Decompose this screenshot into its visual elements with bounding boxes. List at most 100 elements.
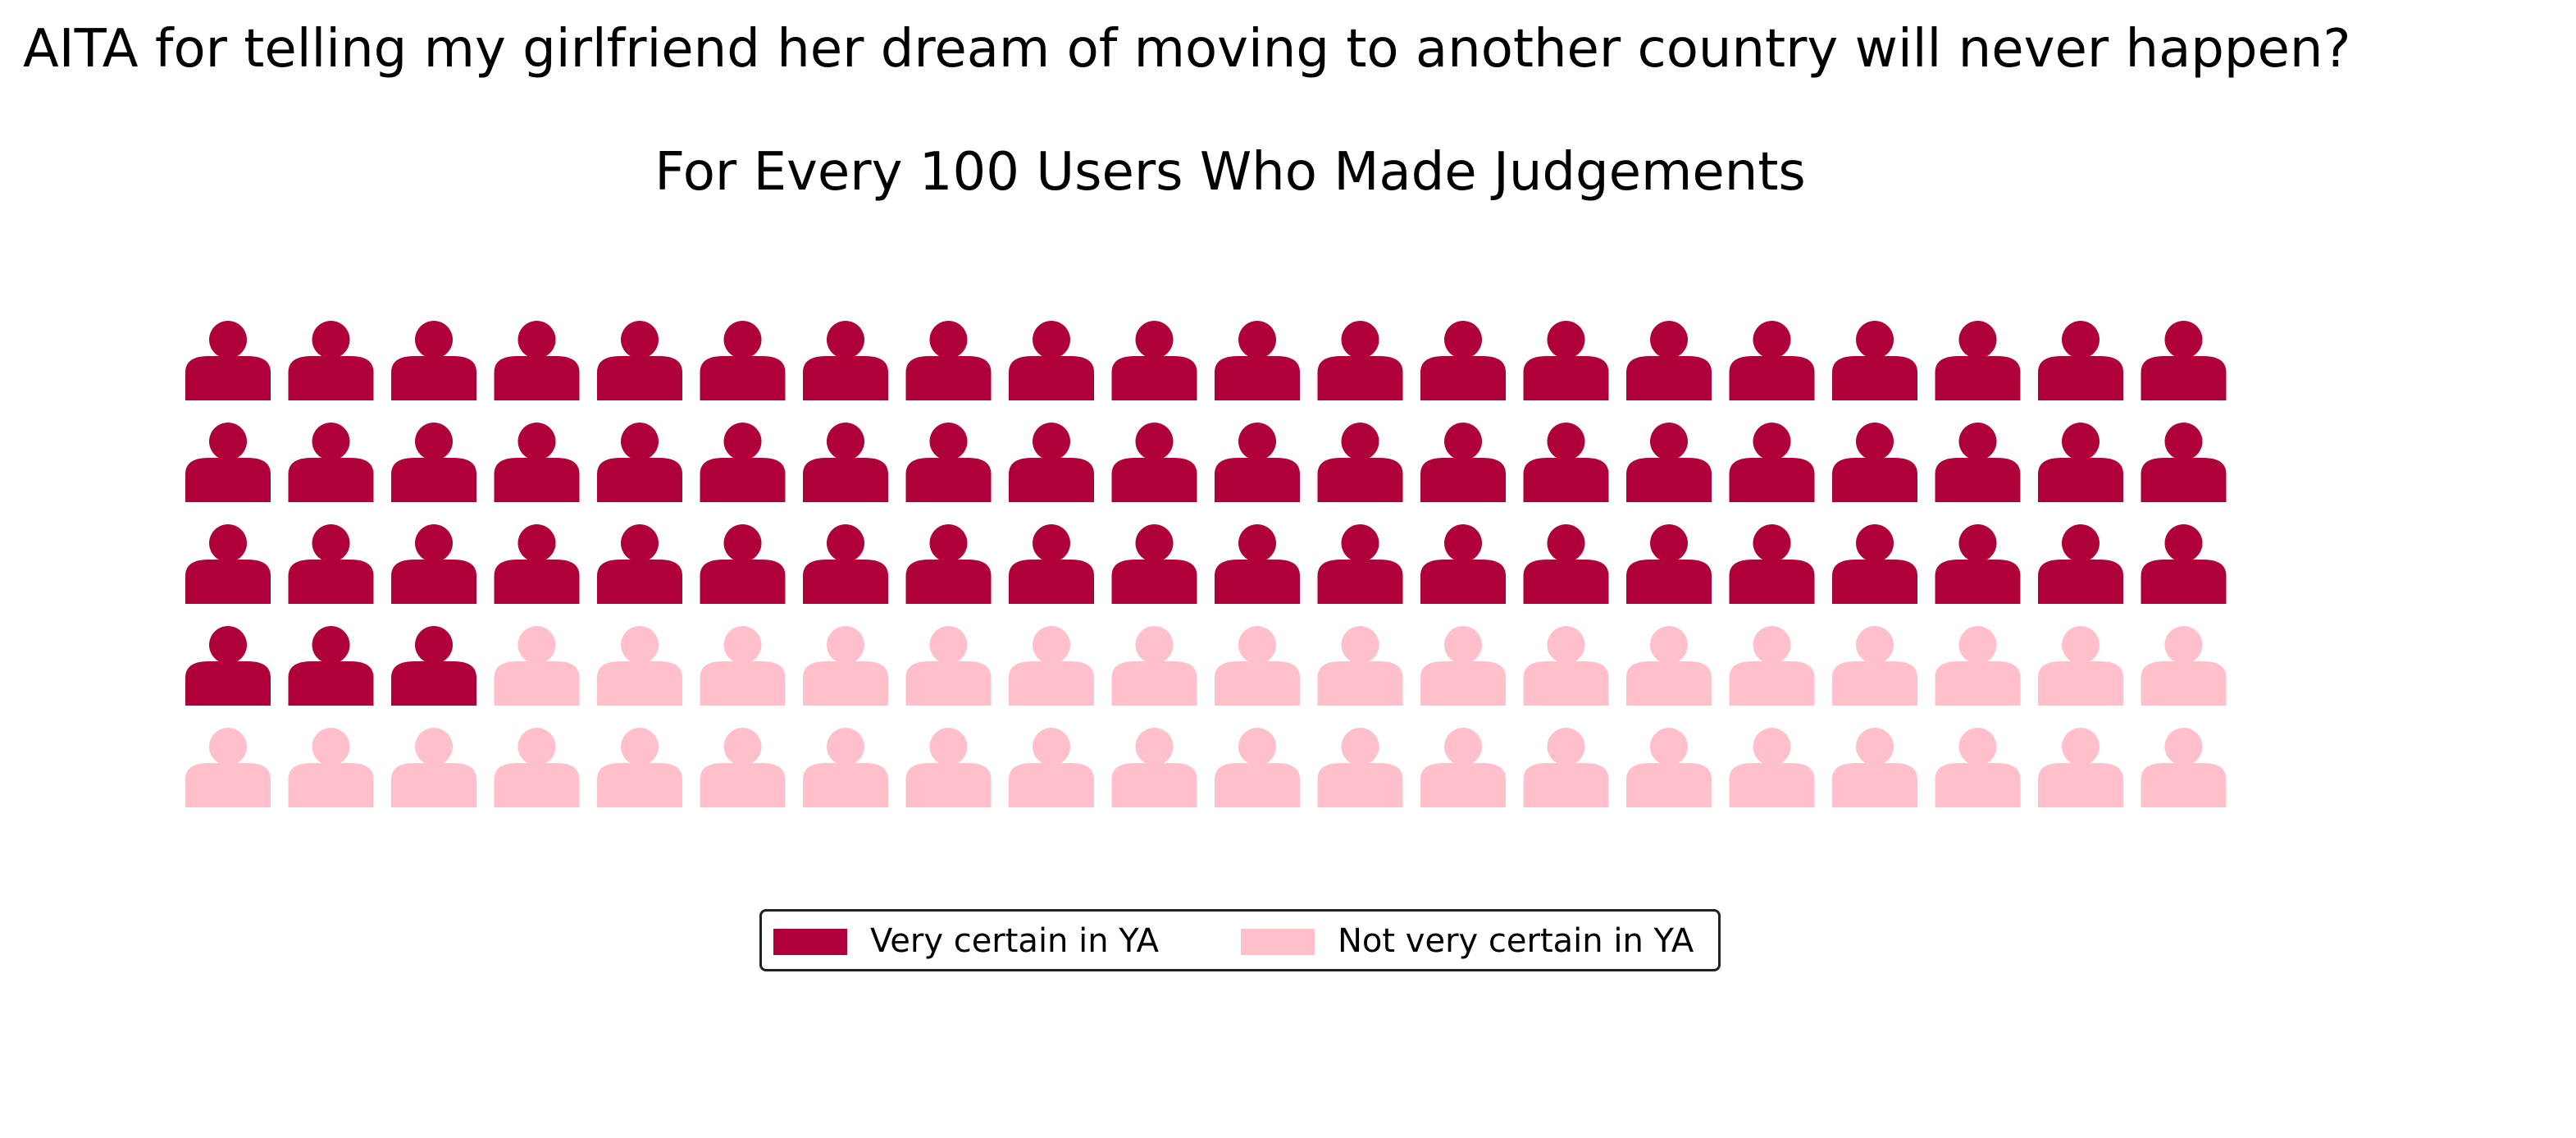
person-icon [1935,524,2021,604]
person-icon [494,524,580,604]
figure-title: AITA for telling my girlfriend her dream… [23,19,2351,80]
person-icon [1935,626,2021,706]
person-icon [2141,524,2227,604]
person-icon [1832,728,1917,807]
person-icon [1111,321,1197,400]
person-icon [185,423,271,502]
person-icon [1729,524,1815,604]
person-icon [1832,423,1917,502]
person-icon [700,626,786,706]
person-icon [2038,524,2123,604]
person-icon [185,321,271,400]
person-icon [2141,728,2227,807]
person-icon [1729,626,1815,706]
person-icon [288,321,374,400]
person-icon [494,626,580,706]
person-icon [1317,728,1403,807]
person-icon [391,423,476,502]
person-icon [1215,626,1300,706]
person-icon [1111,728,1197,807]
person-icon [1729,423,1815,502]
person-icon [803,321,888,400]
person-icon [1111,626,1197,706]
person-icon [1626,321,1712,400]
person-icon [391,728,476,807]
person-icon [1420,321,1506,400]
person-icon [185,524,271,604]
person-icon [1420,423,1506,502]
person-icon [597,728,682,807]
person-icon [1317,626,1403,706]
person-icon [1626,423,1712,502]
person-icon [1420,524,1506,604]
person-icon [1317,321,1403,400]
person-icon [1420,626,1506,706]
person-icon [1215,524,1300,604]
person-icon [1523,626,1609,706]
person-icon [905,321,992,400]
person-icon [1317,524,1403,604]
person-icon [391,321,476,400]
person-icon [1009,423,1094,502]
person-icon [1832,321,1917,400]
person-icon [700,321,786,400]
legend-swatch-not-very-certain [1241,929,1315,955]
person-icon [1626,524,1712,604]
person-icon [700,728,786,807]
person-icon [1935,321,2021,400]
person-icon [1935,423,2021,502]
person-icon [597,524,682,604]
person-icon [1523,423,1609,502]
person-icon [803,524,888,604]
person-icon [1111,524,1197,604]
person-icon [1626,626,1712,706]
person-icon [494,728,580,807]
person-icon [1317,423,1403,502]
person-icon [905,728,992,807]
legend-label-not-very-certain: Not very certain in YA [1338,922,1694,960]
person-icon [597,423,682,502]
person-icon [2038,728,2123,807]
person-icon [1626,728,1712,807]
person-icon [2038,423,2123,502]
person-icon [803,728,888,807]
person-icon [185,626,271,706]
person-icon [2038,626,2123,706]
legend: Very certain in YA Not very certain in Y… [759,909,1721,971]
person-icon [700,423,786,502]
person-icon [2141,321,2227,400]
person-icon [2141,626,2227,706]
person-icon [1729,321,1815,400]
person-icon [1009,626,1094,706]
person-icon [1523,524,1609,604]
person-icon [803,626,888,706]
person-icon [288,524,374,604]
person-icon [1832,626,1917,706]
person-icon [1420,728,1506,807]
person-icon [1111,423,1197,502]
chart-subtitle: For Every 100 Users Who Made Judgements [654,142,1806,203]
person-icon [1215,423,1300,502]
person-icon [391,626,476,706]
legend-label-very-certain: Very certain in YA [870,922,1159,960]
person-icon [391,524,476,604]
person-icon [1935,728,2021,807]
person-icon [2038,321,2123,400]
person-icon [597,626,682,706]
person-icon [700,524,786,604]
person-icon [288,728,374,807]
person-icon [1523,728,1609,807]
person-icon [1009,321,1094,400]
person-icon [803,423,888,502]
person-icon [1215,321,1300,400]
person-icon [1729,728,1815,807]
person-icon [288,423,374,502]
person-icon [1215,728,1300,807]
person-icon [1832,524,1917,604]
person-icon [1009,524,1094,604]
person-icon [494,321,580,400]
person-icon [1523,321,1609,400]
person-icon [2141,423,2227,502]
legend-swatch-very-certain [773,929,847,955]
